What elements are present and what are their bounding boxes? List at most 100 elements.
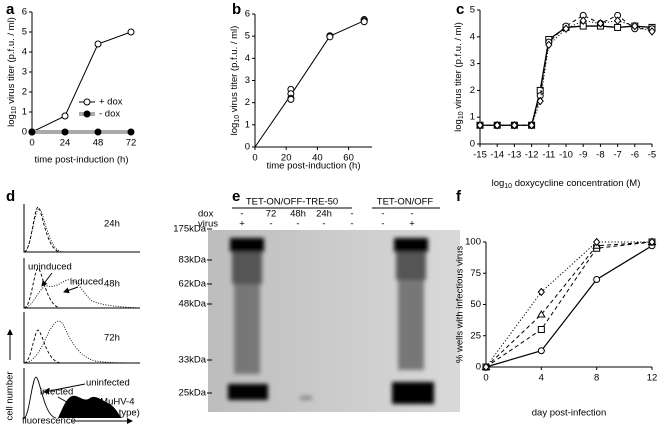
y-tick-label: 0 — [476, 362, 481, 373]
x-tick-label: 8 — [594, 373, 599, 384]
x-tick-label: -11 — [542, 150, 555, 161]
y-tick-label: 2 — [22, 87, 27, 98]
y-axis-label: % wells with infectious virus — [455, 246, 466, 363]
lane-label: - — [410, 209, 413, 220]
series-line — [485, 241, 653, 368]
marker — [596, 19, 605, 28]
x-tick-label: -13 — [508, 150, 522, 161]
marker-label: 62kDa — [179, 279, 207, 290]
histogram-curves — [23, 206, 141, 419]
y-tick-label: 1 — [22, 107, 27, 118]
x-axis-label: fluorescence — [22, 416, 76, 426]
annotation: uninfected — [86, 378, 130, 389]
marker-label: 83kDa — [179, 255, 207, 266]
y-axis-label: log10 virus titer (p.f.u. / ml) — [453, 22, 465, 132]
marker — [326, 33, 334, 41]
row-label: virus — [198, 219, 218, 230]
panel-letter: b — [232, 1, 241, 18]
lane-label: - — [381, 209, 384, 220]
marker — [545, 40, 553, 50]
series-line — [485, 241, 653, 368]
label-part: doxycycline concentration (M) — [512, 178, 640, 189]
panel-letter: e — [232, 188, 240, 205]
panel-letter: a — [6, 1, 15, 18]
x-tick-label: 48 — [93, 138, 104, 149]
lane-label: 72 — [266, 209, 277, 220]
y-tick-label: 5 — [22, 27, 27, 38]
x-tick-label: 20 — [281, 153, 292, 164]
y-tick-label: 5 — [245, 31, 250, 42]
x-tick-label: -9 — [579, 150, 587, 161]
x-axis-label: time post-induction (h) — [35, 155, 129, 166]
x-tick-label: 0 — [252, 153, 257, 164]
lane-label: - — [240, 209, 243, 220]
lane-label: - — [269, 219, 272, 230]
panel-e: e TET-ON/OFF-TRE-50 TET-ON/OFF dox virus… — [173, 188, 460, 412]
lane-label: + — [409, 219, 415, 230]
y-axis-label: log10 virus titer (p.f.u. / ml) — [6, 17, 18, 127]
chart-a: a 0 1 2 3 4 5 6 0 24 48 72 time post-induction (h) lo… — [6, 1, 137, 166]
marker — [593, 276, 601, 283]
x-axis-label: time post-induction (h) — [267, 161, 361, 172]
lane-label: - — [322, 219, 325, 230]
y-tick-label: 0 — [470, 139, 475, 150]
lane-label: - — [381, 219, 384, 230]
series-line — [485, 245, 653, 368]
chart-f: f 0 25 50 75 100 0 4 8 12 day post-infection % well… — [455, 188, 658, 419]
annotation: uninduced — [28, 262, 72, 273]
label-part: log — [453, 119, 464, 132]
y-tick-label: 2 — [470, 85, 475, 96]
x-axis-label: day post-infection — [532, 408, 606, 419]
marker — [527, 120, 536, 130]
annotation: (wild-type) — [96, 408, 140, 419]
y-tick-label: 3 — [245, 75, 250, 86]
marker — [537, 326, 545, 333]
y-tick-label: 6 — [22, 7, 27, 18]
lane-label: - — [350, 209, 353, 220]
x-tick-label: -7 — [613, 150, 621, 161]
marker — [562, 24, 570, 34]
x-tick-label: 24 — [60, 138, 71, 149]
y-tick-label: 50 — [470, 299, 481, 310]
y-axis-label: log10 virus titer (p.f.u. / ml) — [229, 26, 241, 136]
marker — [28, 128, 36, 136]
x-tick-label: 60 — [343, 153, 354, 164]
y-tick-label: 4 — [22, 47, 27, 58]
y-tick-label: 3 — [470, 58, 475, 69]
arrows — [7, 272, 133, 424]
marker — [537, 287, 545, 297]
marker — [83, 98, 91, 106]
x-tick-label: -12 — [525, 150, 539, 161]
label-sub: 10 — [11, 106, 18, 114]
y-tick-label: 1 — [245, 119, 250, 130]
lane-label: - — [350, 219, 353, 230]
group-label: TET-ON/OFF-TRE-50 — [246, 197, 338, 208]
label-sub: 10 — [504, 183, 512, 190]
annotation: + MuHV-4 — [92, 397, 135, 408]
row-label: dox — [198, 209, 214, 220]
panel-letter: d — [6, 188, 15, 205]
marker — [127, 28, 135, 36]
y-tick-label: 3 — [22, 67, 27, 78]
y-tick-label: 4 — [245, 53, 250, 64]
x-tick-label: 72 — [126, 138, 137, 149]
panel-letter: f — [456, 188, 462, 205]
y-tick-label: 4 — [470, 31, 475, 42]
y-tick-label: 25 — [470, 330, 481, 341]
label-part: virus titer (p.f.u. / ml) — [6, 17, 17, 106]
marker — [94, 40, 102, 48]
y-tick-label: 0 — [22, 127, 27, 138]
marker — [287, 95, 295, 103]
series-line — [480, 25, 653, 126]
y-tick-label: 2 — [245, 97, 250, 108]
lane-label: + — [239, 219, 245, 230]
y-tick-label: 100 — [465, 237, 481, 248]
x-tick-label: -8 — [596, 150, 604, 161]
marker — [83, 110, 91, 118]
row-label: 24h — [104, 219, 120, 230]
y-tick-label: 75 — [470, 268, 481, 279]
lane-label: 24h — [316, 209, 332, 220]
marker — [510, 120, 519, 130]
marker — [360, 18, 368, 26]
